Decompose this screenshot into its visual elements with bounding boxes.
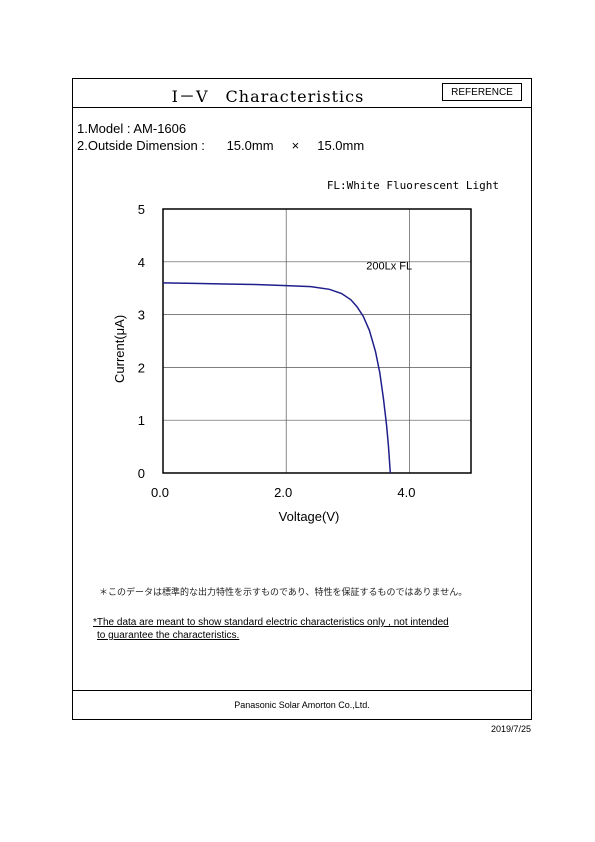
y-tick-label: 0	[138, 466, 145, 481]
y-tick-label: 4	[138, 255, 145, 270]
model-spec: 1.Model : AM-1606	[77, 121, 187, 136]
plot-frame	[162, 208, 472, 474]
chart-series	[162, 282, 392, 474]
chart-grid	[162, 208, 472, 474]
english-disclaimer-line1: *The data are meant to show standard ele…	[93, 617, 449, 628]
footer-company: Panasonic Solar Amorton Co.,Ltd.	[73, 690, 531, 719]
document-date: 2019/7/25	[490, 724, 531, 734]
series-label: 200Lx FL	[366, 261, 412, 273]
title-row: I－V Characteristics REFERENCE	[73, 79, 531, 108]
y-tick-label: 1	[138, 413, 145, 428]
x-tick-label: 0.0	[151, 485, 169, 500]
dimension-spec: 2.Outside Dimension : 15.0mm × 15.0mm	[77, 138, 365, 153]
japanese-disclaimer: ＊このデータは標準的な出力特性を示すものであり、特性を保証するものではありません…	[99, 587, 468, 597]
datasheet-frame: I－V Characteristics REFERENCE 1.Model : …	[72, 78, 532, 720]
x-tick-label: 2.0	[274, 485, 292, 500]
reference-badge: REFERENCE	[442, 83, 522, 101]
english-disclaimer-line2: to guarantee the characteristics.	[97, 630, 240, 641]
y-tick-label: 5	[138, 202, 145, 217]
y-axis-label: Current(μA)	[112, 315, 127, 383]
chart-labels: 0 1 2 3 4 5 0.0 2.0 4.0	[138, 202, 416, 500]
series-line-200lx	[162, 282, 392, 474]
iv-chart: 0 1 2 3 4 5 0.0 2.0 4.0 200Lx FL Voltage(V) Curr…	[112, 202, 472, 524]
x-tick-label: 4.0	[397, 485, 415, 500]
y-tick-label: 3	[138, 308, 145, 323]
english-disclaimer: *The data are meant to show standard ele…	[93, 616, 449, 642]
y-tick-label: 2	[138, 360, 145, 375]
page-title: I－V Characteristics	[171, 87, 365, 106]
x-axis-label: Voltage(V)	[279, 509, 340, 524]
light-source-note: FL:White Fluorescent Light	[326, 179, 499, 192]
